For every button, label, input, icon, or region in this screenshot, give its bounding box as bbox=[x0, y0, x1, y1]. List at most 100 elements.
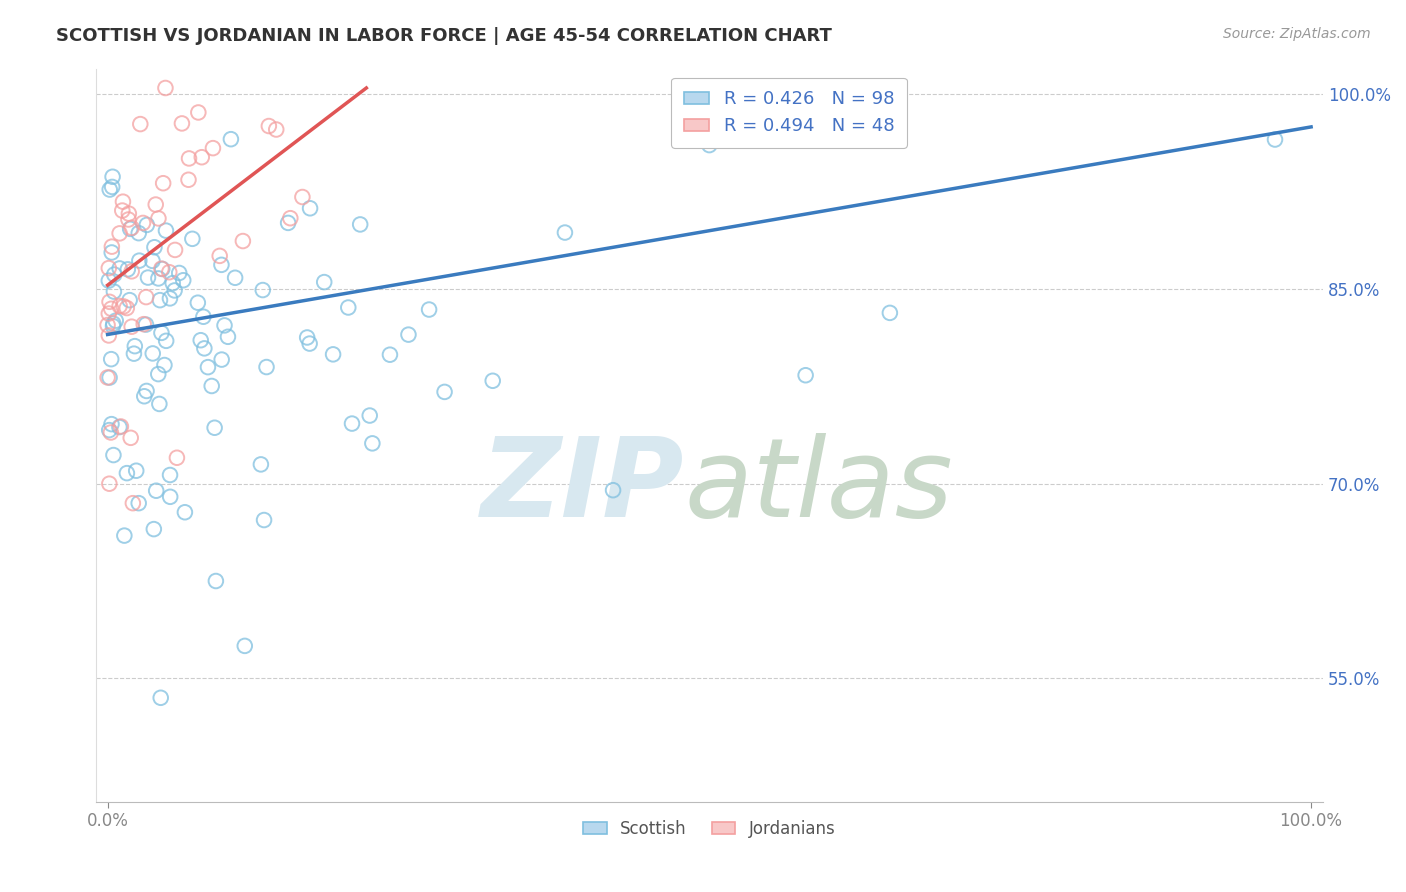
Point bbox=[155, 334, 177, 348]
Point bbox=[135, 318, 157, 332]
Point bbox=[398, 327, 420, 342]
Point bbox=[98, 476, 121, 491]
Point bbox=[177, 152, 200, 166]
Point bbox=[145, 197, 167, 211]
Point bbox=[103, 448, 125, 462]
Point bbox=[219, 132, 242, 146]
Point bbox=[97, 307, 120, 321]
Point bbox=[101, 169, 124, 184]
Point bbox=[153, 358, 176, 372]
Point bbox=[264, 122, 287, 136]
Point bbox=[298, 336, 321, 351]
Text: SCOTTISH VS JORDANIAN IN LABOR FORCE | AGE 45-54 CORRELATION CHART: SCOTTISH VS JORDANIAN IN LABOR FORCE | A… bbox=[56, 27, 832, 45]
Point bbox=[145, 483, 167, 498]
Point bbox=[112, 528, 135, 542]
Point bbox=[97, 261, 120, 276]
Point bbox=[98, 370, 121, 384]
Point bbox=[359, 409, 381, 423]
Point bbox=[277, 216, 299, 230]
Point bbox=[100, 301, 122, 316]
Point bbox=[100, 245, 122, 260]
Point bbox=[148, 211, 170, 226]
Point bbox=[103, 285, 125, 299]
Point bbox=[115, 466, 138, 480]
Point bbox=[554, 226, 576, 240]
Point bbox=[104, 314, 127, 328]
Point bbox=[163, 284, 186, 298]
Point bbox=[112, 300, 135, 314]
Point bbox=[97, 370, 120, 384]
Point bbox=[224, 270, 246, 285]
Point bbox=[190, 333, 212, 347]
Point bbox=[214, 318, 236, 333]
Point bbox=[174, 505, 197, 519]
Point bbox=[121, 220, 143, 235]
Point bbox=[193, 342, 215, 356]
Point bbox=[148, 397, 170, 411]
Point bbox=[124, 339, 146, 353]
Point bbox=[208, 249, 231, 263]
Point bbox=[150, 326, 173, 340]
Point bbox=[433, 384, 456, 399]
Point bbox=[181, 232, 204, 246]
Point bbox=[97, 328, 120, 343]
Point bbox=[1264, 132, 1286, 146]
Point bbox=[120, 222, 142, 236]
Point bbox=[256, 359, 278, 374]
Point bbox=[166, 450, 188, 465]
Point bbox=[322, 347, 344, 361]
Point bbox=[128, 226, 150, 240]
Point bbox=[117, 212, 139, 227]
Point bbox=[602, 483, 624, 498]
Point bbox=[98, 294, 121, 309]
Point bbox=[157, 265, 180, 279]
Point bbox=[205, 574, 228, 588]
Point bbox=[128, 496, 150, 510]
Point bbox=[97, 318, 120, 332]
Point bbox=[187, 295, 209, 310]
Point bbox=[150, 262, 173, 277]
Point bbox=[349, 218, 371, 232]
Point bbox=[129, 117, 152, 131]
Point bbox=[108, 261, 131, 276]
Point bbox=[121, 264, 143, 278]
Point bbox=[197, 360, 219, 375]
Point bbox=[155, 224, 177, 238]
Point bbox=[149, 293, 172, 307]
Point bbox=[278, 211, 301, 226]
Point bbox=[120, 431, 142, 445]
Point bbox=[141, 253, 163, 268]
Point bbox=[177, 173, 200, 187]
Point bbox=[152, 176, 174, 190]
Point bbox=[122, 346, 145, 360]
Point bbox=[165, 243, 187, 257]
Point bbox=[101, 319, 124, 334]
Point bbox=[148, 271, 170, 285]
Point bbox=[250, 458, 273, 472]
Point bbox=[117, 262, 139, 277]
Point bbox=[233, 639, 256, 653]
Point bbox=[211, 352, 233, 367]
Point bbox=[191, 150, 214, 164]
Point bbox=[159, 468, 181, 483]
Point bbox=[187, 105, 209, 120]
Point bbox=[97, 274, 120, 288]
Point bbox=[879, 306, 901, 320]
Point bbox=[257, 119, 280, 133]
Point bbox=[201, 379, 224, 393]
Point bbox=[155, 81, 177, 95]
Point bbox=[100, 425, 122, 440]
Point bbox=[101, 240, 124, 254]
Point bbox=[418, 302, 440, 317]
Point bbox=[217, 330, 239, 344]
Point bbox=[121, 319, 143, 334]
Point bbox=[111, 203, 134, 218]
Point bbox=[136, 270, 159, 285]
Text: atlas: atlas bbox=[685, 433, 953, 540]
Text: Source: ZipAtlas.com: Source: ZipAtlas.com bbox=[1223, 27, 1371, 41]
Point bbox=[103, 268, 125, 282]
Point bbox=[115, 301, 138, 315]
Point bbox=[162, 276, 184, 290]
Point bbox=[142, 522, 165, 536]
Point bbox=[108, 227, 131, 241]
